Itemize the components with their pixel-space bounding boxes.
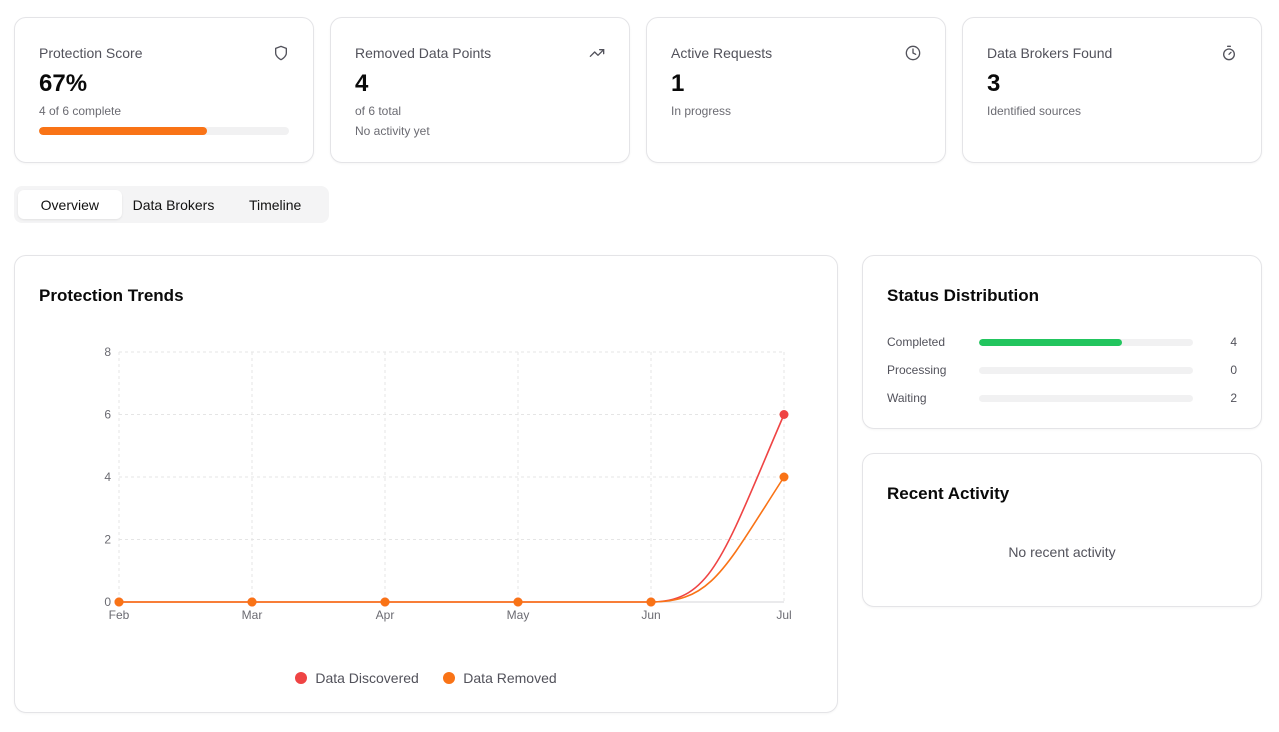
protection-progress-bar (39, 127, 289, 135)
shield-icon (275, 45, 287, 61)
stat-value: 67% (39, 70, 88, 97)
series-line-discovered (119, 414, 785, 603)
tab-list: Overview Data Brokers Timeline (14, 186, 329, 223)
status-row-waiting: Waiting 2 (887, 384, 1237, 412)
status-label: Completed (887, 335, 946, 349)
clock-icon (905, 45, 921, 61)
protection-score-card: Protection Score 67% 4 of 6 complete (14, 17, 314, 163)
recent-activity-card: Recent Activity No recent activity (862, 453, 1262, 607)
stat-title: Protection Score (39, 45, 143, 61)
status-bar (979, 338, 1193, 346)
y-tick-label: 8 (104, 345, 111, 359)
status-distribution-card: Status Distribution Completed 4 Processi… (862, 255, 1262, 429)
stat-subtext: In progress (671, 104, 732, 118)
tab-overview[interactable]: Overview (18, 190, 122, 219)
data-point-removed (779, 472, 789, 482)
card-title: Status Distribution (887, 286, 1040, 305)
status-bar (979, 394, 1193, 402)
chart-legend: Data Discovered Data Removed (15, 670, 837, 689)
legend-item-discovered[interactable]: Data Discovered (295, 670, 419, 686)
x-tick-label: Mar (242, 608, 263, 622)
series-line-removed (119, 476, 785, 603)
y-tick-label: 0 (104, 595, 111, 609)
active-requests-card: Active Requests 1 In progress (646, 17, 946, 163)
stat-value: 3 (987, 70, 1001, 97)
legend-dot-removed (443, 672, 456, 684)
x-tick-label: May (507, 608, 530, 622)
empty-state-text: No recent activity (1008, 544, 1116, 560)
stat-value: 1 (671, 70, 685, 97)
status-row-processing: Processing 0 (887, 356, 1237, 384)
y-tick-label: 6 (104, 408, 111, 422)
stat-subtext: Identified sources (987, 104, 1082, 118)
card-title: Protection Trends (39, 286, 184, 305)
data-point-removed (380, 597, 390, 607)
x-tick-label: Feb (109, 608, 130, 622)
tab-timeline[interactable]: Timeline (248, 196, 302, 213)
status-bar-fill (979, 338, 1122, 346)
stat-subtext: of 6 total (355, 104, 402, 118)
stat-subtext-secondary: No activity yet (355, 124, 430, 138)
status-list: Completed 4 Processing 0 Waiting 2 (887, 328, 1237, 412)
data-point-removed (513, 597, 523, 607)
y-tick-label: 4 (104, 470, 111, 484)
status-count: 0 (1230, 363, 1237, 377)
x-tick-label: Apr (376, 608, 395, 622)
status-row-completed: Completed 4 (887, 328, 1237, 356)
removed-data-points-card: Removed Data Points 4 of 6 total No acti… (330, 17, 630, 163)
legend-label: Data Discovered (315, 670, 419, 686)
stat-title: Removed Data Points (355, 45, 492, 61)
data-point-removed (247, 597, 257, 607)
stat-value: 4 (355, 70, 369, 97)
card-title: Recent Activity (887, 484, 1010, 503)
protection-trends-card: Protection Trends 0 2 4 6 8 Feb Mar Apr May Jun Ju… (14, 255, 838, 713)
legend-label: Data Removed (463, 670, 557, 686)
stat-subtext: 4 of 6 complete (39, 104, 122, 118)
data-point-discovered (779, 410, 789, 419)
data-brokers-found-card: Data Brokers Found 3 Identified sources (962, 17, 1262, 163)
trending-up-icon (589, 49, 605, 57)
stat-title: Data Brokers Found (987, 45, 1113, 61)
y-tick-label: 2 (104, 533, 111, 547)
status-label: Waiting (887, 391, 927, 405)
timer-icon (1223, 45, 1235, 61)
protection-trends-chart: 0 2 4 6 8 Feb Mar Apr May Jun Jul (104, 345, 791, 622)
status-count: 4 (1230, 335, 1237, 349)
status-label: Processing (887, 363, 947, 377)
x-tick-label: Jul (776, 608, 791, 622)
x-tick-label: Jun (641, 608, 660, 622)
status-count: 2 (1230, 391, 1237, 405)
progress-fill (39, 127, 207, 135)
data-point-removed (114, 597, 124, 607)
status-bar (979, 366, 1193, 374)
legend-dot-discovered (295, 672, 308, 684)
stat-title: Active Requests (671, 45, 773, 61)
data-point-removed (646, 597, 656, 607)
legend-item-removed[interactable]: Data Removed (443, 670, 557, 686)
tab-data-brokers[interactable]: Data Brokers (132, 196, 215, 213)
